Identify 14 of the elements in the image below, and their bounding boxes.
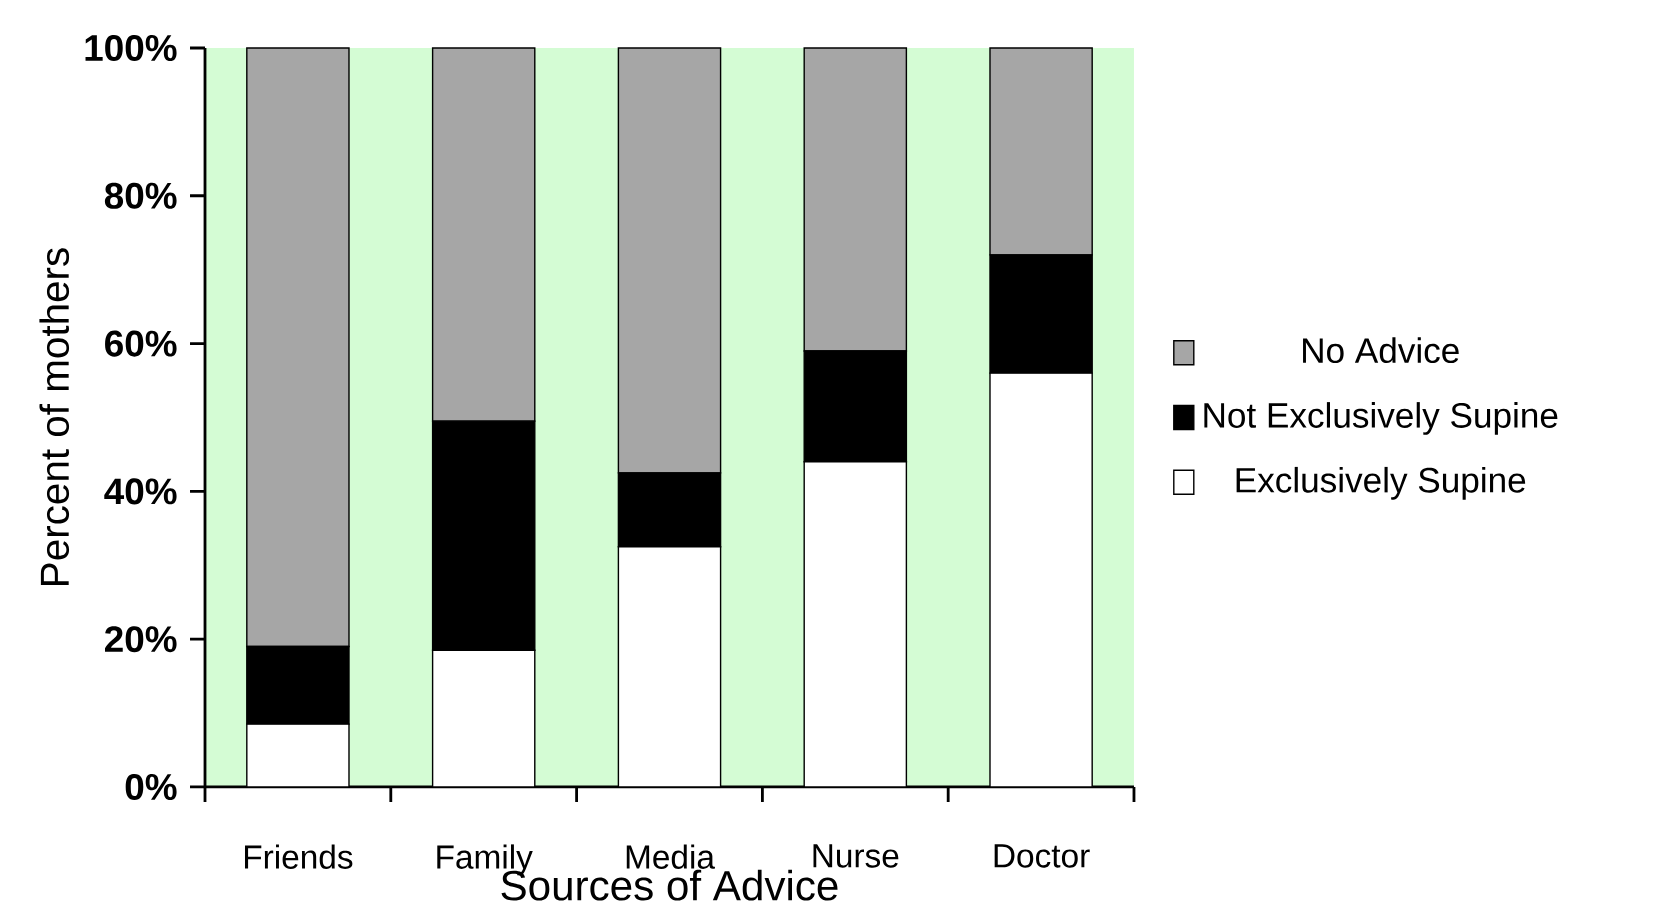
x-tick-label: Nurse	[813, 844, 899, 868]
y-tick-label: 60%	[105, 330, 177, 357]
y-tick-label: 80%	[104, 182, 177, 209]
legend-label: Not Exclusively Supine	[1204, 402, 1558, 435]
y-tick-label: 100%	[85, 34, 177, 62]
x-tick-label: Doctor	[994, 844, 1090, 868]
y-tick-label: 40%	[104, 478, 177, 505]
legend-label: Exclusively Supine	[1236, 466, 1526, 500]
y-axis-title: Percent of mothers	[39, 248, 70, 585]
y-tick-label: 20%	[105, 626, 177, 653]
x-tick-label: Media	[626, 844, 715, 869]
y-tick-label: 0%	[125, 773, 177, 801]
x-tick-label: Friends	[245, 844, 353, 869]
text: No Advice	[1303, 337, 1459, 364]
